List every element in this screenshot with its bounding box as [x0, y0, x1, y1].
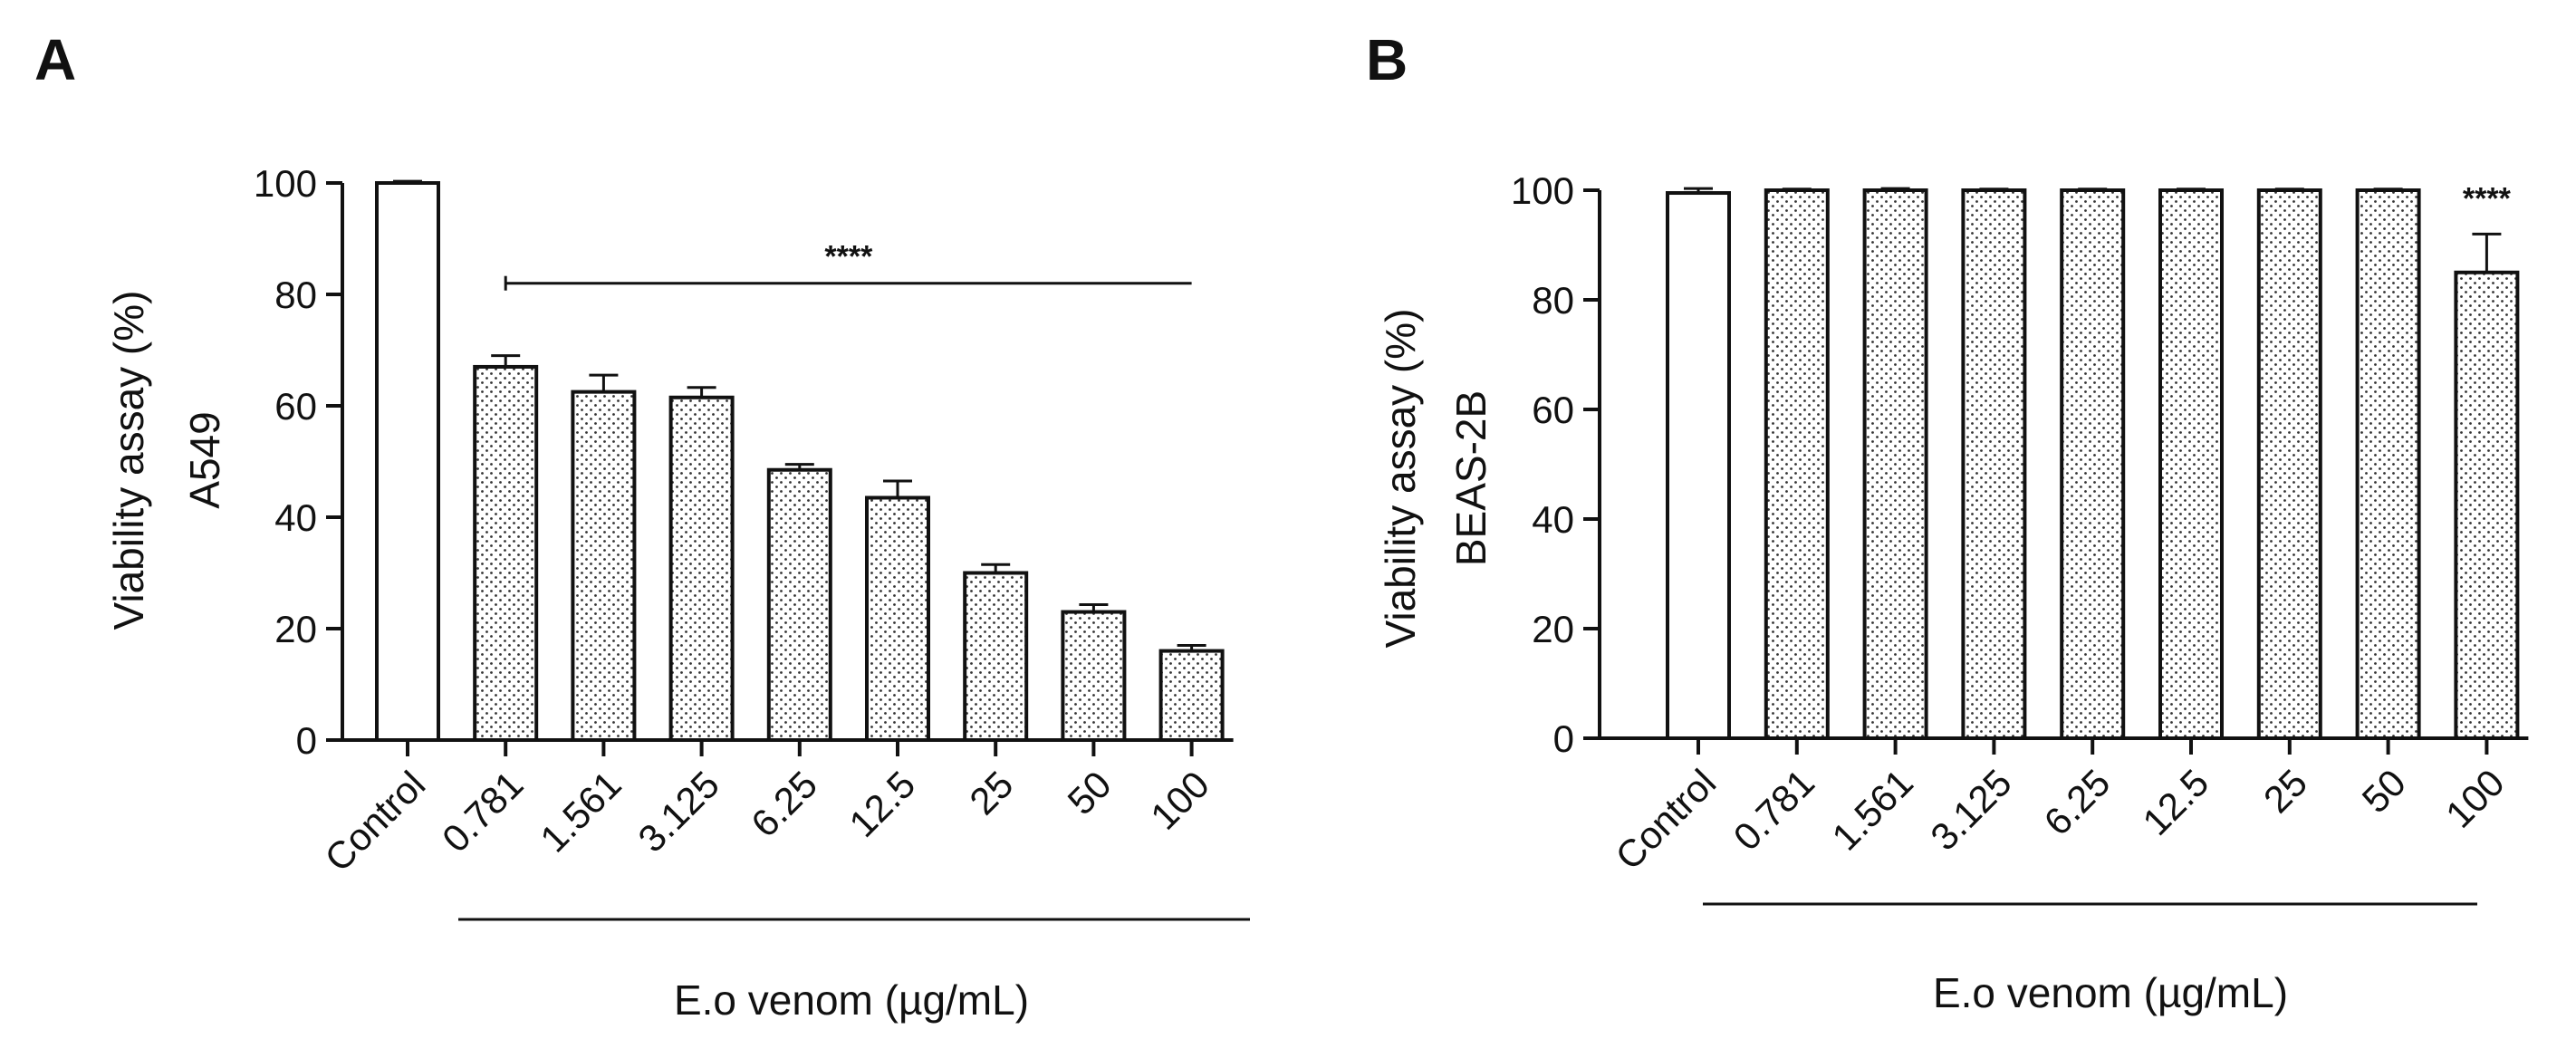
panel-a-x-tick-label: Control — [316, 763, 433, 880]
panel-b-bar — [2158, 188, 2224, 740]
panel-b: B 0 20 40 60 80 100 Control 0.781 1.561 3.125 6.25… — [1366, 27, 2529, 1016]
panel-b-xlabel: E.o venom (µg/mL) — [1933, 969, 2288, 1016]
panel-a-x-tick-label: 100 — [1142, 763, 1217, 838]
panel-a-x-tick-label: 3.125 — [630, 763, 727, 861]
panel-a-bar — [375, 181, 440, 742]
panel-b-bar — [1961, 188, 2027, 740]
panel-a-x-tick-label: 0.781 — [434, 763, 532, 861]
panel-b-bar — [2256, 188, 2322, 740]
panel-a-bar — [1061, 610, 1127, 742]
panel-a-bar — [865, 495, 930, 742]
panel-b-y-tick-label: 0 — [1553, 717, 1574, 760]
panel-a-y-tick-label: 0 — [296, 719, 317, 762]
panel-b-y-tick-label: 80 — [1532, 279, 1574, 322]
panel-b-x-tick-label: 1.561 — [1823, 761, 1921, 859]
panel-a-y-tick-label: 100 — [254, 162, 317, 205]
panel-a-x-tick-label: 12.5 — [841, 763, 923, 845]
panel-a-xlabel: E.o venom (µg/mL) — [674, 976, 1029, 1024]
panel-a-bar — [1158, 649, 1225, 742]
panel-b-x-tick-label: 12.5 — [2134, 761, 2216, 843]
panel-b-bar — [2454, 270, 2520, 740]
panel-b-y-tick-label: 20 — [1532, 608, 1574, 650]
panel-a-bar — [571, 390, 637, 742]
panel-b-significance-label: **** — [2463, 181, 2512, 216]
panel-b-x-tick-label: 25 — [2255, 761, 2315, 821]
panel-b-x-tick-label: 3.125 — [1922, 761, 2020, 859]
panel-b-plot: 0 20 40 60 80 100 Control 0.781 1.561 3.125 6.25 12… — [1511, 169, 2529, 906]
panel-a-x-tick-label: 1.561 — [532, 763, 630, 861]
panel-a-plot: 0 20 40 60 80 100 Control 0.781 1.561 3.125 6.25 12… — [254, 162, 1250, 921]
panel-a-bar — [668, 395, 735, 742]
panel-b-x-tick-label: 50 — [2354, 761, 2414, 821]
panel-b-y-tick-label: 100 — [1511, 169, 1574, 212]
panel-a-y-tick-label: 20 — [274, 608, 317, 650]
panel-b-y-tick-label: 40 — [1532, 498, 1574, 541]
panel-b-letter: B — [1366, 27, 1408, 92]
panel-a-ylabel: Viability assay (%) — [105, 291, 152, 630]
panel-b-x-tick-label: 6.25 — [2036, 761, 2119, 843]
panel-b-ylabel-cell-line: BEAS-2B — [1447, 390, 1495, 566]
panel-a-y-tick-label: 40 — [274, 496, 317, 539]
panel-a-x-tick-label: 25 — [961, 763, 1021, 822]
panel-b-bar — [2355, 188, 2421, 740]
panel-a-ylabel-cell-line: A549 — [181, 411, 228, 508]
panel-b-x-tick-label: 0.781 — [1725, 761, 1823, 859]
panel-a-bar — [963, 571, 1029, 742]
panel-a-x-tick-label: 6.25 — [743, 763, 825, 845]
panel-b-y-tick-label: 60 — [1532, 389, 1574, 431]
panel-a-y-tick-label: 80 — [274, 274, 317, 316]
panel-b-x-tick-label: Control — [1607, 761, 1724, 878]
panel-a-bar — [766, 467, 832, 742]
panel-a-y-tick-label: 60 — [274, 385, 317, 428]
panel-a-letter: A — [34, 27, 76, 92]
panel-b-x-tick-label: 100 — [2437, 761, 2513, 836]
panel-b-bar — [1764, 188, 1830, 740]
panel-a-bar — [473, 364, 539, 742]
panel-b-bar — [1862, 188, 1928, 740]
panel-a-significance-label: **** — [824, 240, 873, 274]
panel-b-bar — [1666, 191, 1731, 740]
panel-a-x-tick-label: 50 — [1059, 763, 1119, 822]
panel-b-ylabel: Viability assay (%) — [1377, 309, 1424, 649]
panel-b-bar — [2060, 188, 2126, 740]
panel-a: A 0 20 40 60 80 100 Control 0.781 1.561 3.125 6.25… — [34, 27, 1250, 1024]
